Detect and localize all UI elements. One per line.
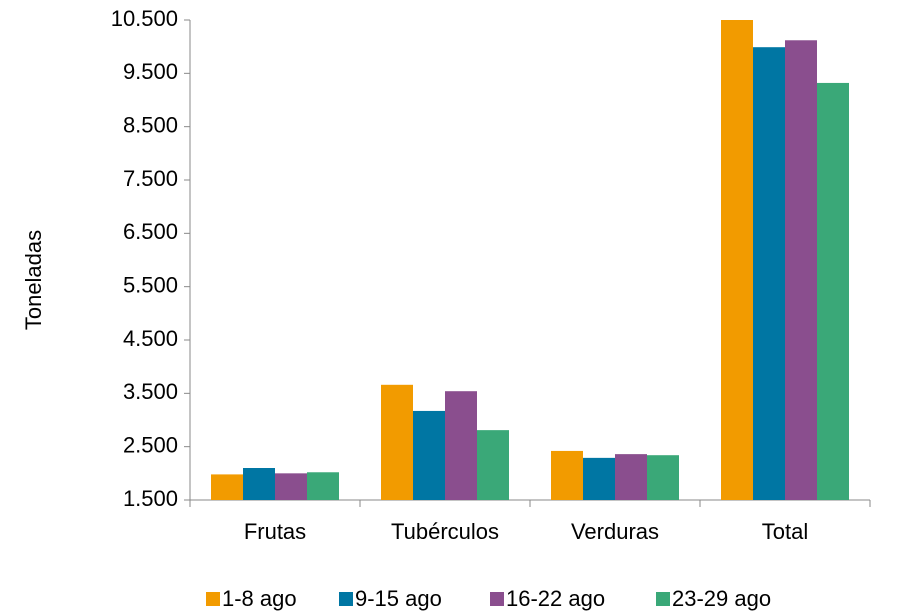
bar xyxy=(615,454,647,500)
y-axis-title: Toneladas xyxy=(21,230,46,330)
legend-swatch xyxy=(206,592,220,606)
bar xyxy=(551,450,583,500)
y-tick-label: 9.500 xyxy=(123,59,178,84)
legend-swatch xyxy=(656,592,670,606)
y-tick-label: 4.500 xyxy=(123,326,178,351)
x-tick-label: Tubérculos xyxy=(391,519,499,544)
bar xyxy=(721,20,753,500)
legend-label: 16-22 ago xyxy=(506,586,605,611)
bar xyxy=(243,468,275,500)
bar xyxy=(445,391,477,500)
bar xyxy=(413,410,445,500)
x-tick-label: Total xyxy=(762,519,808,544)
y-tick-label: 1.500 xyxy=(123,486,178,511)
bar xyxy=(307,472,339,500)
bar xyxy=(583,457,615,500)
bar xyxy=(647,455,679,500)
bar xyxy=(477,430,509,500)
y-tick-label: 10.500 xyxy=(111,6,178,31)
y-tick-label: 6.500 xyxy=(123,219,178,244)
y-tick-label: 8.500 xyxy=(123,112,178,137)
bar xyxy=(753,47,785,500)
y-tick-label: 5.500 xyxy=(123,272,178,297)
x-tick-label: Frutas xyxy=(244,519,306,544)
legend-swatch xyxy=(339,592,353,606)
legend-label: 1-8 ago xyxy=(222,586,297,611)
legend-label: 23-29 ago xyxy=(672,586,771,611)
x-tick-label: Verduras xyxy=(571,519,659,544)
bar xyxy=(381,384,413,500)
legend-swatch xyxy=(490,592,504,606)
bar xyxy=(211,474,243,500)
bar xyxy=(275,473,307,500)
legend-label: 9-15 ago xyxy=(355,586,442,611)
y-tick-label: 2.500 xyxy=(123,432,178,457)
bar xyxy=(785,40,817,501)
y-tick-label: 3.500 xyxy=(123,379,178,404)
bar xyxy=(817,82,849,500)
y-tick-label: 7.500 xyxy=(123,166,178,191)
